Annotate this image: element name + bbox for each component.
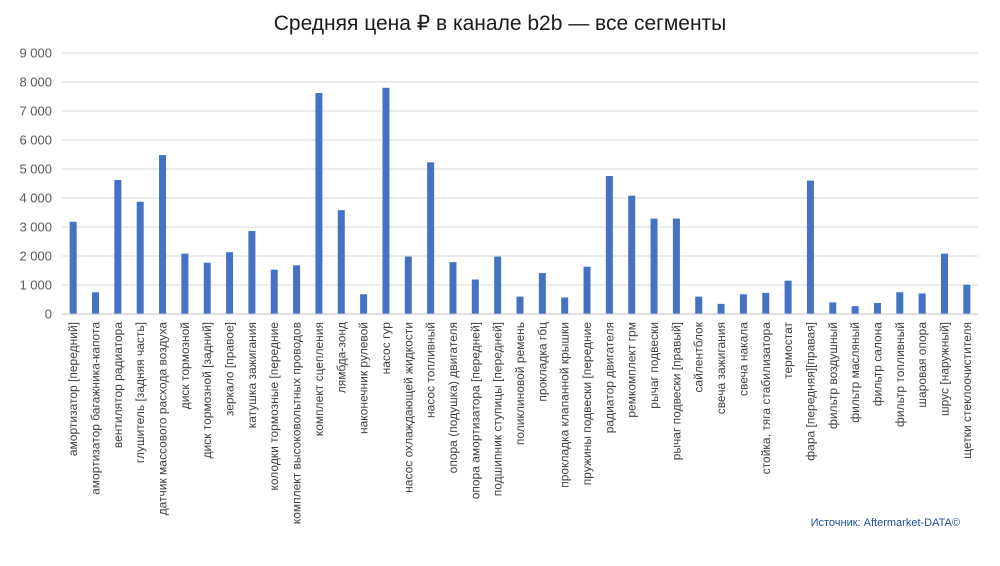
y-tick-label: 0 (45, 307, 52, 322)
y-tick-label: 7 000 (19, 104, 52, 119)
x-tick-label: фильтр масляный (848, 322, 862, 423)
bar (695, 296, 703, 314)
x-tick-label: опора (подушка) двигателя (446, 322, 460, 473)
bar (940, 253, 948, 314)
bar (762, 292, 770, 314)
x-tick-label: амортизатор багажника-капота (89, 322, 103, 495)
bar (605, 175, 613, 314)
bar (382, 87, 390, 314)
x-tick-label: зеркало [правое] (223, 322, 237, 416)
x-tick-label: глушитель [задняя часть] (133, 322, 147, 463)
x-tick-label: стойка, тяга стабилизатора (759, 322, 773, 475)
bar (829, 302, 837, 314)
x-tick-label: датчик массового расхода воздуха (156, 322, 170, 516)
bar (471, 279, 479, 314)
bar (918, 293, 926, 314)
x-tick-label: щетки стеклоочистителя (960, 322, 974, 459)
y-tick-label: 6 000 (19, 133, 52, 148)
bar (248, 231, 256, 314)
x-tick-label: комплект сцепления (312, 322, 326, 436)
bar (293, 265, 301, 314)
bar (181, 253, 189, 314)
x-tick-label: радиатор двигателя (602, 322, 616, 433)
x-tick-label: лямбда-зонд (334, 322, 348, 393)
y-tick-label: 4 000 (19, 191, 52, 206)
x-tick-label: шрус [наружный] (937, 322, 951, 416)
bar (337, 210, 345, 314)
x-tick-label: шаровая опора (915, 322, 929, 408)
chart-title: Средняя цена ₽ в канале b2b — все сегмен… (274, 12, 727, 35)
bar (896, 292, 904, 314)
gridlines (62, 52, 978, 286)
y-tick-label: 8 000 (19, 75, 52, 90)
bar (784, 280, 792, 314)
x-tick-label: насос топливный (424, 322, 438, 418)
x-axis-tick-labels: амортизатор [передний] амортизатор багажн… (66, 321, 974, 524)
bar (806, 180, 814, 314)
x-tick-label: поликлиновой ремень (513, 322, 527, 445)
x-tick-label: подшипник ступицы [передней] (491, 322, 505, 496)
x-tick-label: прокладка гбц (535, 322, 549, 402)
x-tick-label: рычаг подвески [правый] (669, 322, 683, 460)
x-tick-label: сайлентблок (692, 321, 706, 392)
x-tick-label: насос охлаждающей жидкости (401, 322, 415, 493)
bar (494, 256, 502, 314)
bar (873, 302, 881, 314)
x-tick-label: комплект высоковольтных проводов (290, 322, 304, 524)
bar (92, 292, 100, 314)
y-tick-label: 5 000 (19, 162, 52, 177)
x-tick-label: колодки тормозные [передние (267, 322, 281, 491)
x-tick-label: катушка зажигания (245, 322, 259, 428)
bar (449, 262, 457, 314)
x-tick-label: пружины подвески [передние (580, 322, 594, 486)
bar (516, 296, 524, 314)
bar (561, 297, 569, 314)
bar (315, 93, 323, 315)
bar (672, 218, 680, 314)
x-tick-label: диск тормозной [задний] (200, 322, 214, 459)
bar (360, 294, 368, 314)
bar (270, 269, 278, 314)
x-tick-label: вентилятор радиатора (111, 322, 125, 448)
bar (963, 284, 971, 314)
bar (583, 266, 591, 314)
y-tick-label: 1 000 (19, 278, 52, 293)
bar (69, 221, 77, 314)
x-tick-label: рычаг подвески (647, 322, 661, 409)
x-tick-label: диск тормозной (178, 322, 192, 409)
x-tick-label: фильтр топливный (893, 322, 907, 427)
x-tick-label: насос гур (379, 322, 393, 375)
bar (851, 306, 859, 314)
y-tick-label: 3 000 (19, 220, 52, 235)
x-tick-label: фильтр салона (870, 322, 884, 407)
bar (628, 195, 636, 314)
x-tick-label: фильтр воздушный (826, 322, 840, 429)
bar (114, 180, 122, 314)
bar (739, 294, 747, 314)
bar (226, 252, 234, 314)
bar (427, 162, 435, 314)
y-tick-label: 2 000 (19, 249, 52, 264)
y-axis-tick-labels: 0 1 000 2 000 3 000 4 000 5 000 6 000 7 000 8 00… (19, 46, 52, 322)
bar (717, 303, 725, 314)
x-tick-label: прокладка клапанной крышки (558, 322, 572, 488)
bar (159, 155, 167, 314)
y-tick-label: 9 000 (19, 46, 52, 61)
x-tick-label: опора амортизатора [передней] (468, 322, 482, 499)
x-tick-label: амортизатор [передний] (66, 322, 80, 456)
x-tick-label: ремкомплект грм (625, 322, 639, 418)
bar (404, 256, 412, 314)
bar (136, 201, 144, 314)
bar (650, 218, 658, 314)
bar (203, 262, 211, 314)
x-tick-label: фара [передняя][правая] (803, 322, 817, 461)
source-note: Источник: Aftermarket-DATA© (811, 517, 960, 529)
x-tick-label: свеча накала (736, 322, 750, 396)
bars (69, 87, 971, 315)
bar (538, 273, 546, 314)
x-tick-label: наконечник рулевой (357, 322, 371, 434)
x-tick-label: термостат (781, 322, 795, 379)
x-tick-label: свеча зажигания (714, 322, 728, 414)
